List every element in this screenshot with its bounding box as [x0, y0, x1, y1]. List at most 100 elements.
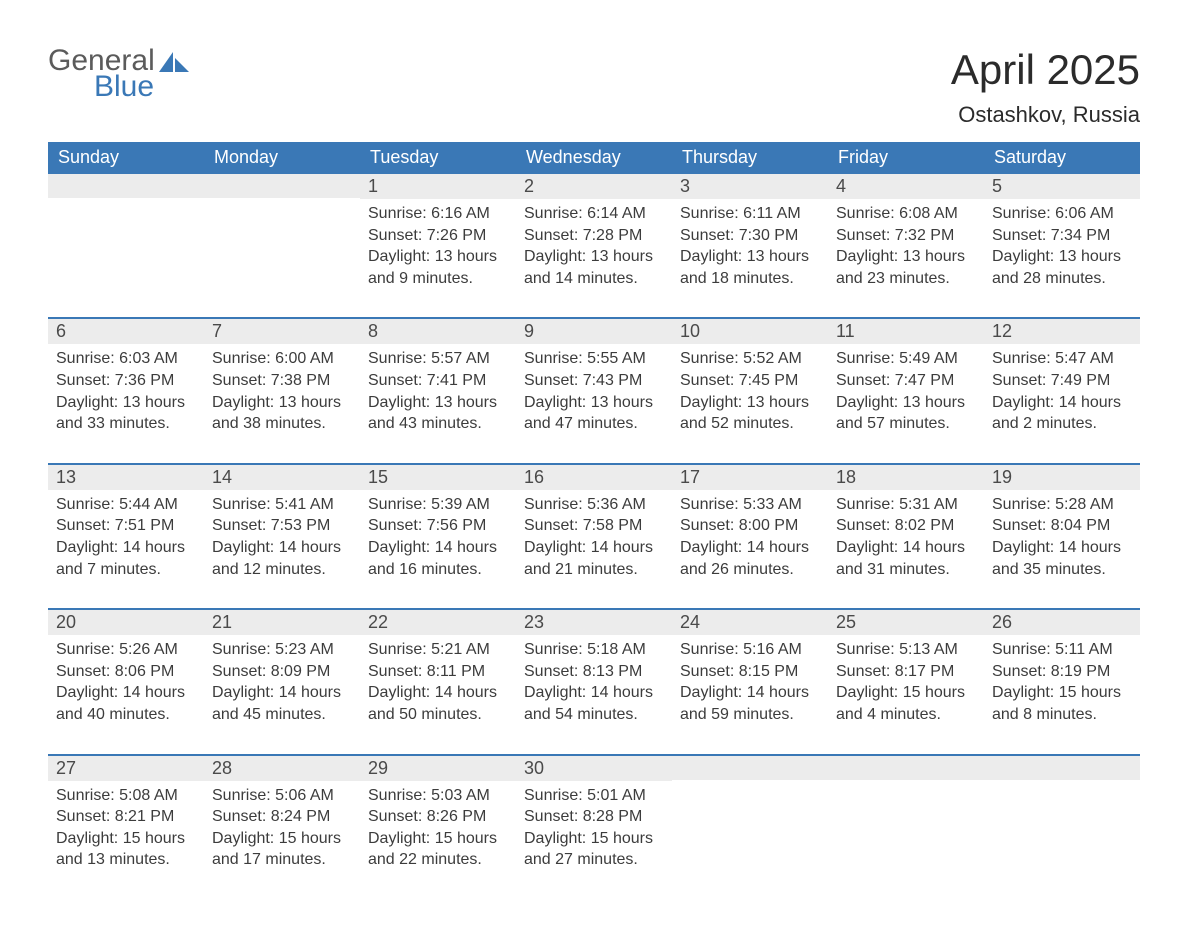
day-info-line: Sunset: 8:00 PM	[680, 515, 820, 537]
day-content: Sunrise: 5:44 AMSunset: 7:51 PMDaylight:…	[48, 490, 204, 608]
day-info-line: Sunset: 7:38 PM	[212, 370, 352, 392]
day-info-line: Sunrise: 5:11 AM	[992, 639, 1132, 661]
day-info-line: Sunset: 7:30 PM	[680, 225, 820, 247]
calendar-week-row: 1Sunrise: 6:16 AMSunset: 7:26 PMDaylight…	[48, 174, 1140, 318]
day-number: 21	[204, 610, 360, 635]
day-number: 30	[516, 756, 672, 781]
calendar-day-cell: 7Sunrise: 6:00 AMSunset: 7:38 PMDaylight…	[204, 318, 360, 463]
calendar-day-cell: 24Sunrise: 5:16 AMSunset: 8:15 PMDayligh…	[672, 609, 828, 754]
day-content: Sunrise: 5:41 AMSunset: 7:53 PMDaylight:…	[204, 490, 360, 608]
day-info-line: and 45 minutes.	[212, 704, 352, 726]
day-number: 14	[204, 465, 360, 490]
page-title: April 2025	[951, 46, 1140, 94]
calendar-day-cell: 17Sunrise: 5:33 AMSunset: 8:00 PMDayligh…	[672, 464, 828, 609]
calendar-day-cell: 20Sunrise: 5:26 AMSunset: 8:06 PMDayligh…	[48, 609, 204, 754]
day-number: 9	[516, 319, 672, 344]
calendar-day-cell: 26Sunrise: 5:11 AMSunset: 8:19 PMDayligh…	[984, 609, 1140, 754]
calendar-day-cell	[828, 755, 984, 899]
day-info-line: Sunrise: 6:06 AM	[992, 203, 1132, 225]
day-info-line: and 59 minutes.	[680, 704, 820, 726]
day-number	[672, 756, 828, 780]
day-content: Sunrise: 5:18 AMSunset: 8:13 PMDaylight:…	[516, 635, 672, 753]
calendar-day-cell	[48, 174, 204, 318]
calendar-day-cell: 10Sunrise: 5:52 AMSunset: 7:45 PMDayligh…	[672, 318, 828, 463]
day-content: Sunrise: 5:21 AMSunset: 8:11 PMDaylight:…	[360, 635, 516, 753]
calendar-week-row: 13Sunrise: 5:44 AMSunset: 7:51 PMDayligh…	[48, 464, 1140, 609]
day-info-line: Sunset: 7:47 PM	[836, 370, 976, 392]
day-info-line: Sunrise: 5:01 AM	[524, 785, 664, 807]
day-info-line: Sunset: 7:43 PM	[524, 370, 664, 392]
calendar-day-cell: 8Sunrise: 5:57 AMSunset: 7:41 PMDaylight…	[360, 318, 516, 463]
calendar-day-cell: 11Sunrise: 5:49 AMSunset: 7:47 PMDayligh…	[828, 318, 984, 463]
day-number: 16	[516, 465, 672, 490]
day-info-line: and 54 minutes.	[524, 704, 664, 726]
day-info-line: Sunset: 8:06 PM	[56, 661, 196, 683]
day-info-line: Sunrise: 5:21 AM	[368, 639, 508, 661]
day-info-line: Sunrise: 5:08 AM	[56, 785, 196, 807]
day-info-line: and 47 minutes.	[524, 413, 664, 435]
calendar-day-cell: 19Sunrise: 5:28 AMSunset: 8:04 PMDayligh…	[984, 464, 1140, 609]
calendar-day-cell: 6Sunrise: 6:03 AMSunset: 7:36 PMDaylight…	[48, 318, 204, 463]
day-content: Sunrise: 5:52 AMSunset: 7:45 PMDaylight:…	[672, 344, 828, 462]
day-info-line: Sunrise: 5:33 AM	[680, 494, 820, 516]
title-block: April 2025 Ostashkov, Russia	[951, 46, 1140, 128]
weekday-header: Saturday	[984, 142, 1140, 174]
day-info-line: and 35 minutes.	[992, 559, 1132, 581]
day-number: 29	[360, 756, 516, 781]
calendar-day-cell: 28Sunrise: 5:06 AMSunset: 8:24 PMDayligh…	[204, 755, 360, 899]
day-info-line: Daylight: 13 hours	[992, 246, 1132, 268]
weekday-header: Sunday	[48, 142, 204, 174]
day-content	[984, 780, 1140, 880]
day-info-line: Sunrise: 5:28 AM	[992, 494, 1132, 516]
brand-logo: General Blue	[48, 46, 189, 104]
calendar-day-cell: 1Sunrise: 6:16 AMSunset: 7:26 PMDaylight…	[360, 174, 516, 318]
day-info-line: and 13 minutes.	[56, 849, 196, 871]
day-content: Sunrise: 6:00 AMSunset: 7:38 PMDaylight:…	[204, 344, 360, 462]
day-info-line: Sunset: 7:45 PM	[680, 370, 820, 392]
day-content: Sunrise: 5:01 AMSunset: 8:28 PMDaylight:…	[516, 781, 672, 899]
day-content: Sunrise: 5:47 AMSunset: 7:49 PMDaylight:…	[984, 344, 1140, 462]
day-content: Sunrise: 5:06 AMSunset: 8:24 PMDaylight:…	[204, 781, 360, 899]
day-info-line: Sunrise: 6:03 AM	[56, 348, 196, 370]
day-content: Sunrise: 6:03 AMSunset: 7:36 PMDaylight:…	[48, 344, 204, 462]
day-info-line: Daylight: 14 hours	[992, 392, 1132, 414]
day-number: 28	[204, 756, 360, 781]
calendar-day-cell: 15Sunrise: 5:39 AMSunset: 7:56 PMDayligh…	[360, 464, 516, 609]
day-content: Sunrise: 5:13 AMSunset: 8:17 PMDaylight:…	[828, 635, 984, 753]
day-info-line: Sunset: 8:24 PM	[212, 806, 352, 828]
day-info-line: Sunrise: 6:00 AM	[212, 348, 352, 370]
brand-line2: Blue	[94, 70, 155, 104]
day-number: 4	[828, 174, 984, 199]
day-info-line: Sunset: 7:58 PM	[524, 515, 664, 537]
day-info-line: Sunset: 7:56 PM	[368, 515, 508, 537]
day-content	[204, 198, 360, 298]
header-row: General Blue April 2025 Ostashkov, Russi…	[48, 46, 1140, 128]
day-number: 12	[984, 319, 1140, 344]
day-info-line: Daylight: 13 hours	[368, 392, 508, 414]
day-info-line: and 18 minutes.	[680, 268, 820, 290]
day-info-line: Sunset: 8:13 PM	[524, 661, 664, 683]
calendar-week-row: 20Sunrise: 5:26 AMSunset: 8:06 PMDayligh…	[48, 609, 1140, 754]
day-content: Sunrise: 5:36 AMSunset: 7:58 PMDaylight:…	[516, 490, 672, 608]
day-info-line: Sunset: 8:28 PM	[524, 806, 664, 828]
day-info-line: Sunset: 7:51 PM	[56, 515, 196, 537]
weekday-header: Monday	[204, 142, 360, 174]
day-info-line: Sunrise: 5:52 AM	[680, 348, 820, 370]
calendar-day-cell: 2Sunrise: 6:14 AMSunset: 7:28 PMDaylight…	[516, 174, 672, 318]
day-info-line: and 33 minutes.	[56, 413, 196, 435]
day-info-line: Sunrise: 5:47 AM	[992, 348, 1132, 370]
calendar-table: Sunday Monday Tuesday Wednesday Thursday…	[48, 142, 1140, 899]
day-number: 24	[672, 610, 828, 635]
day-info-line: Sunrise: 5:57 AM	[368, 348, 508, 370]
weekday-header-row: Sunday Monday Tuesday Wednesday Thursday…	[48, 142, 1140, 174]
day-number: 22	[360, 610, 516, 635]
day-info-line: Daylight: 13 hours	[368, 246, 508, 268]
day-info-line: Sunset: 8:09 PM	[212, 661, 352, 683]
calendar-day-cell: 12Sunrise: 5:47 AMSunset: 7:49 PMDayligh…	[984, 318, 1140, 463]
day-info-line: and 23 minutes.	[836, 268, 976, 290]
day-info-line: Sunrise: 6:08 AM	[836, 203, 976, 225]
day-number: 3	[672, 174, 828, 199]
day-info-line: Daylight: 13 hours	[56, 392, 196, 414]
day-number: 2	[516, 174, 672, 199]
day-content: Sunrise: 5:08 AMSunset: 8:21 PMDaylight:…	[48, 781, 204, 899]
